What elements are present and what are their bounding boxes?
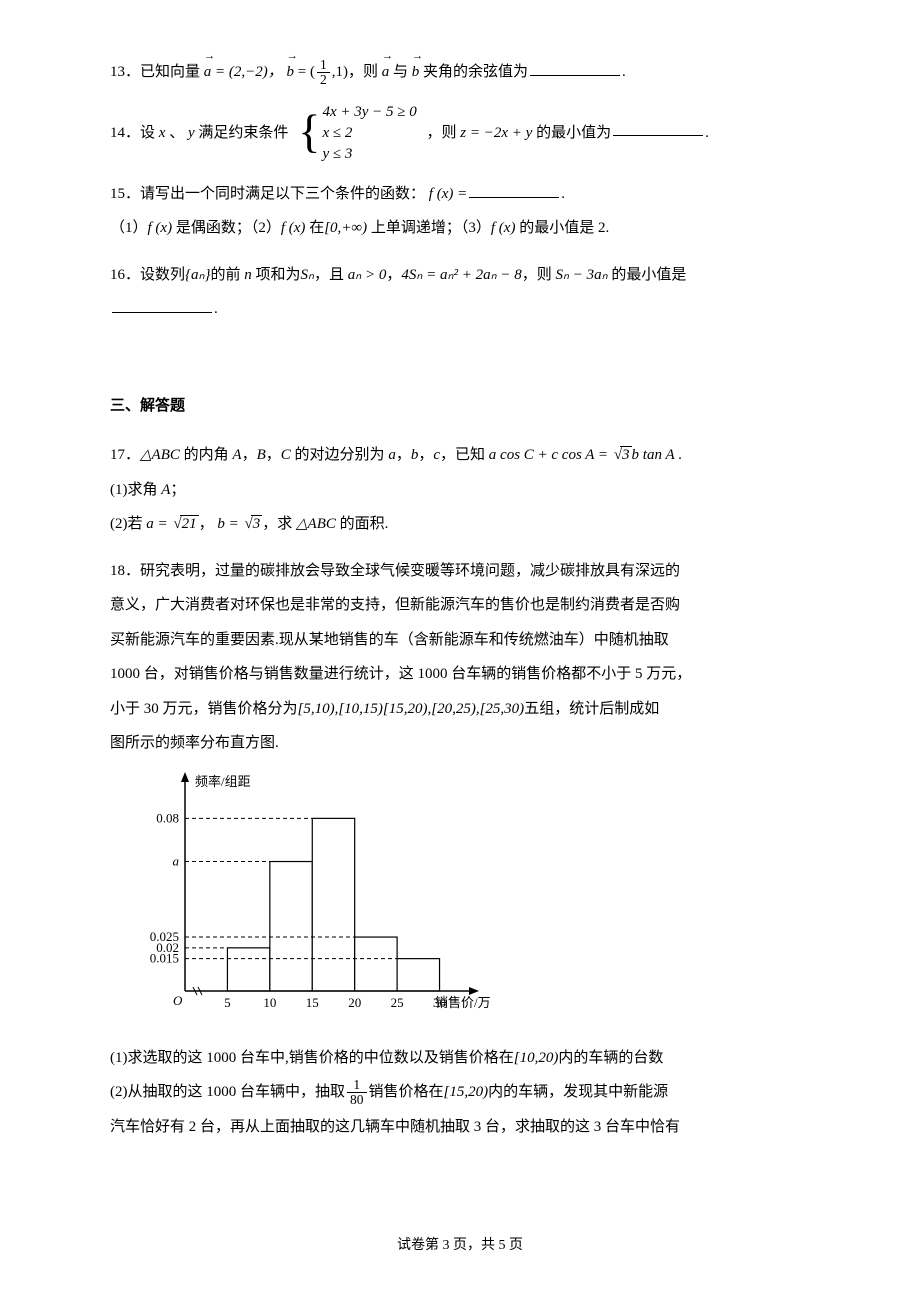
blank [469, 182, 559, 198]
qnum: 14． [110, 124, 140, 140]
question-15: 15．请写出一个同时满足以下三个条件的函数： f (x) =. （1）f (x)… [110, 177, 810, 246]
svg-text:0.08: 0.08 [156, 810, 179, 825]
svg-text:O: O [173, 993, 183, 1008]
qnum: 13． [110, 64, 140, 80]
qnum: 18． [110, 563, 140, 579]
svg-text:频率/组距: 频率/组距 [195, 774, 251, 789]
vector-b: b [287, 55, 295, 90]
left-brace-icon: { [298, 110, 320, 157]
svg-text:20: 20 [348, 995, 361, 1010]
svg-text:10: 10 [263, 995, 276, 1010]
page-footer: 试卷第 3 页，共 5 页 [0, 1230, 920, 1262]
histogram-svg: 0.08a0.0250.020.01551015202530O频率/组距销售价/… [130, 771, 490, 1031]
svg-text:5: 5 [224, 995, 231, 1010]
question-16: 16．设数列{aₙ}的前 n 项和为Sₙ，且 aₙ > 0，4Sₙ = aₙ² … [110, 258, 810, 327]
cases-brace: { 4x + 3y − 5 ≥ 0 x ≤ 2 y ≤ 3 [298, 102, 417, 165]
svg-text:15: 15 [306, 995, 319, 1010]
qnum: 16． [110, 267, 140, 283]
section-heading: 三、解答题 [110, 389, 810, 424]
question-17: 17．△ABC 的内角 A，B，C 的对边分别为 a，b，c，已知 a cos … [110, 438, 810, 542]
blank [112, 297, 212, 313]
svg-text:25: 25 [391, 995, 404, 1010]
question-18: 18．研究表明，过量的碳排放会导致全球气候变暖等环境问题，减少碳排放具有深远的 … [110, 554, 810, 1145]
question-13: 13．已知向量 a = (2,−2)， b = (12,1)，则 a 与 b 夹… [110, 55, 810, 90]
blank [530, 60, 620, 76]
svg-text:销售价/万元: 销售价/万元 [435, 995, 490, 1010]
question-14: 14．设 x 、 y 满足约束条件 { 4x + 3y − 5 ≥ 0 x ≤ … [110, 102, 810, 165]
svg-text:a: a [173, 853, 180, 868]
svg-text:0.015: 0.015 [150, 950, 179, 965]
qnum: 15． [110, 186, 140, 202]
blank [613, 120, 703, 136]
histogram-chart: 0.08a0.0250.020.01551015202530O频率/组距销售价/… [130, 771, 490, 1031]
qnum: 17． [110, 447, 140, 463]
vector-a: a [204, 55, 212, 90]
